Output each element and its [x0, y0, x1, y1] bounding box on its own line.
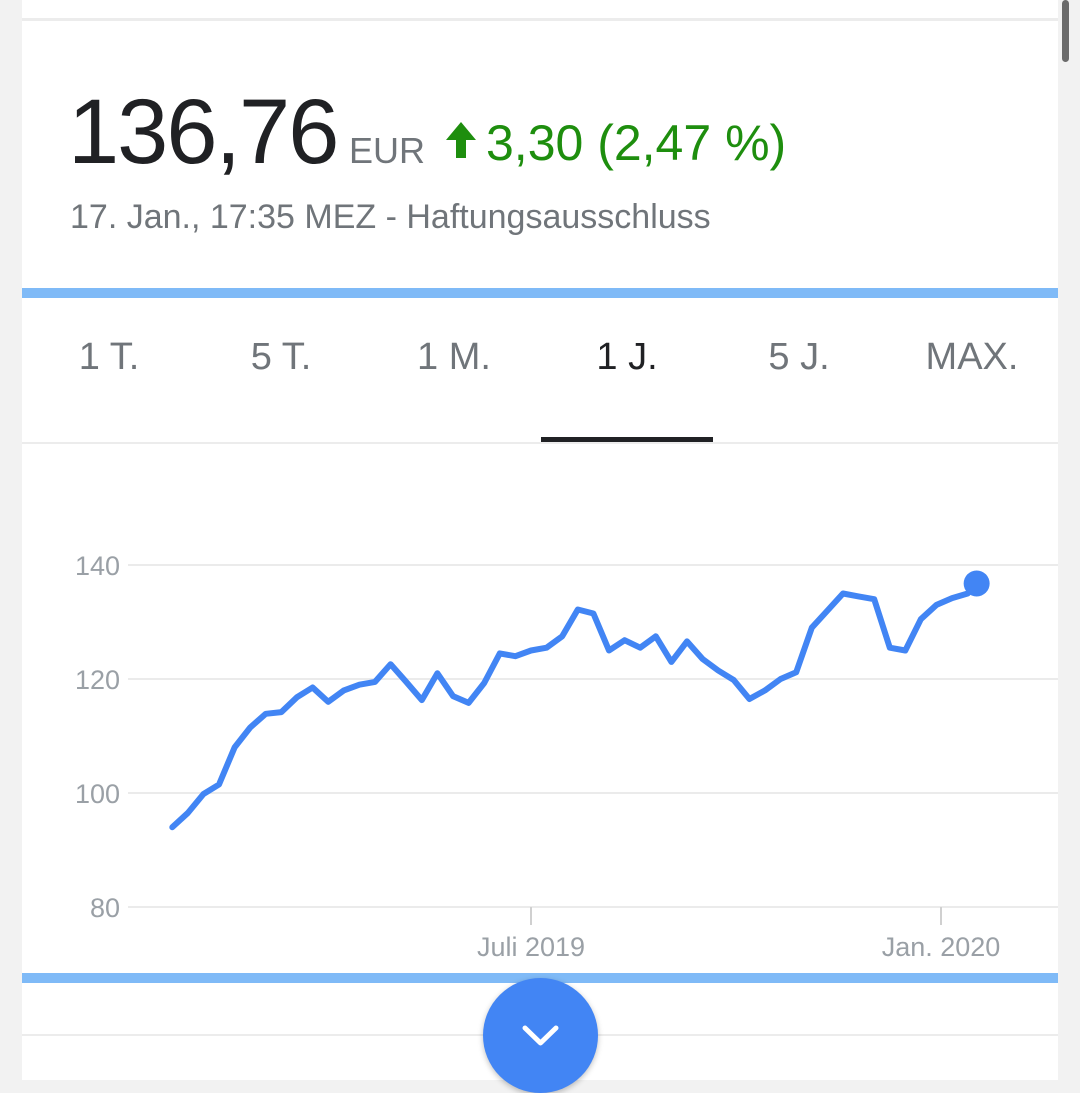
- y-tick-label: 80: [90, 893, 120, 923]
- y-tick-label: 120: [75, 665, 120, 695]
- y-tick-label: 140: [75, 551, 120, 581]
- y-tick-label: 100: [75, 779, 120, 809]
- tab-5-days[interactable]: 5 T.: [250, 336, 312, 378]
- tab-5-years[interactable]: 5 J.: [768, 336, 830, 378]
- scrollbar[interactable]: [1062, 0, 1069, 62]
- x-tick-label: Juli 2019: [477, 932, 585, 962]
- tab-1-month[interactable]: 1 M.: [417, 336, 491, 378]
- price-line: [169, 580, 980, 831]
- stock-price: 136,76: [68, 81, 339, 183]
- top-divider: [22, 18, 1058, 21]
- stock-card: [22, 0, 1058, 1080]
- tab-max[interactable]: MAX.: [925, 336, 1019, 378]
- x-tick-label: Jan. 2020: [882, 932, 1001, 962]
- expand-button[interactable]: [483, 978, 598, 1093]
- currency-label: EUR: [349, 130, 426, 171]
- timestamp-disclaimer[interactable]: 17. Jan., 17:35 MEZ - Haftungsausschluss: [70, 198, 711, 236]
- tab-1-year[interactable]: 1 J.: [596, 336, 658, 378]
- chevron-down-icon: [522, 1025, 559, 1046]
- section-divider-bar: [22, 288, 1058, 298]
- price-change: 3,30 (2,47 %): [486, 115, 787, 171]
- active-tab-indicator: [541, 437, 713, 442]
- tab-1-day[interactable]: 1 T.: [78, 336, 140, 378]
- last-price-marker: [963, 570, 990, 597]
- tabs-divider: [22, 442, 1058, 444]
- arrow-up-icon: [446, 122, 476, 158]
